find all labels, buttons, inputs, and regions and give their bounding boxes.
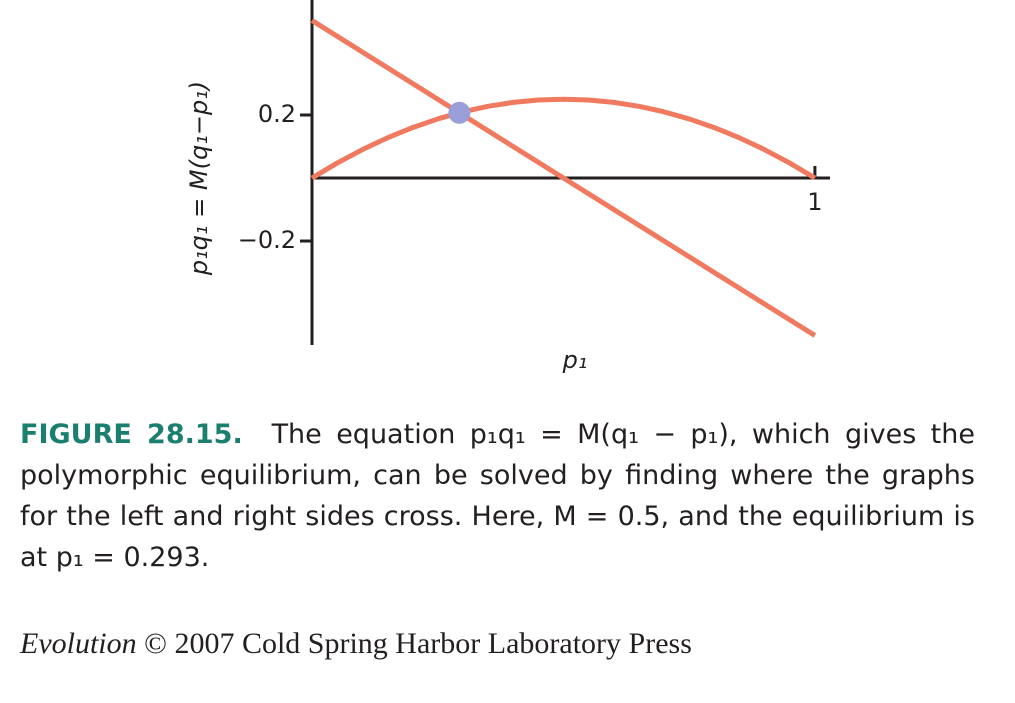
credit: Evolution © 2007 Cold Spring Harbor Labo…: [20, 627, 692, 661]
chart: p₁q₁ = M(q₁−p₁) p₁ 0.2 −0.2 1: [185, 0, 830, 374]
credit-text: © 2007 Cold Spring Harbor Laboratory Pre…: [144, 627, 692, 660]
series-line: [310, 18, 817, 338]
caption-text: The equation p₁q₁ = M(q₁ − p₁), which gi…: [20, 419, 975, 573]
equilibrium-point: [448, 101, 471, 124]
x-axis-label: p₁: [562, 346, 588, 374]
credit-title: Evolution: [20, 627, 137, 660]
caption-label: FIGURE 28.15.: [20, 419, 243, 450]
caption: FIGURE 28.15. The equation p₁q₁ = M(q₁ −…: [20, 414, 975, 578]
y-tick-label: −0.2: [238, 226, 296, 254]
series-line: [310, 96, 817, 181]
x-tick-label: 1: [807, 188, 822, 216]
y-axis-label: p₁q₁ = M(q₁−p₁): [185, 81, 213, 276]
y-tick-label: 0.2: [258, 100, 296, 128]
